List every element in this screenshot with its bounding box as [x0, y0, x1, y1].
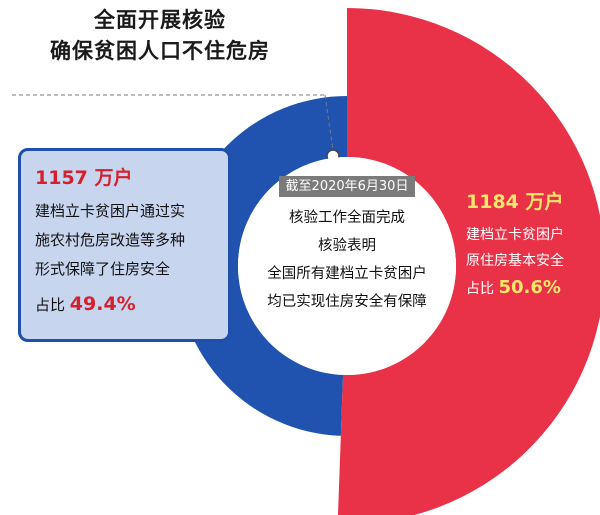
left-desc-line: 建档立卡贫困户通过实 [35, 202, 186, 220]
left-info-box: 1157 万户 建档立卡贫困户通过实 施农村危房改造等多种 形式保障了住房安全 … [18, 148, 231, 342]
left-share: 占比 49.4% [35, 289, 228, 320]
title-line-2: 确保贫困人口不住危房 [50, 38, 270, 63]
center-line: 均已实现住房安全有保障 [267, 294, 427, 310]
right-info: 1184 万户 建档立卡贫困户 原住房基本安全 占比 50.6% [466, 188, 596, 303]
right-count: 1184 万户 [466, 191, 564, 213]
center-line: 核验工作全面完成 [289, 210, 405, 226]
right-share-label: 占比 [466, 281, 494, 297]
title-line-1: 全面开展核验 [94, 7, 226, 32]
left-desc-line: 施农村危房改造等多种 [35, 231, 186, 249]
leader-line-diagonal [324, 94, 334, 151]
date-label: 截至2020年6月30日 [278, 176, 416, 197]
center-line: 全国所有建档立卡贫困户 [267, 266, 427, 282]
left-desc-line: 形式保障了住房安全 [35, 260, 171, 278]
right-share: 占比 50.6% [466, 274, 596, 303]
left-share-label: 占比 [35, 296, 66, 314]
center-line: 核验表明 [318, 238, 376, 254]
right-desc-line: 原住房基本安全 [466, 253, 564, 269]
donut-slice-originally-safe [337, 8, 600, 515]
left-count: 1157 万户 [35, 167, 133, 189]
center-circle: 截至2020年6月30日 核验工作全面完成 核验表明 全国所有建档立卡贫困户 均… [238, 157, 456, 375]
right-desc-line: 建档立卡贫困户 [466, 227, 564, 243]
left-share-pct: 49.4% [69, 293, 136, 315]
chart-title: 全面开展核验 确保贫困人口不住危房 [10, 4, 310, 66]
right-share-pct: 50.6% [498, 277, 561, 298]
